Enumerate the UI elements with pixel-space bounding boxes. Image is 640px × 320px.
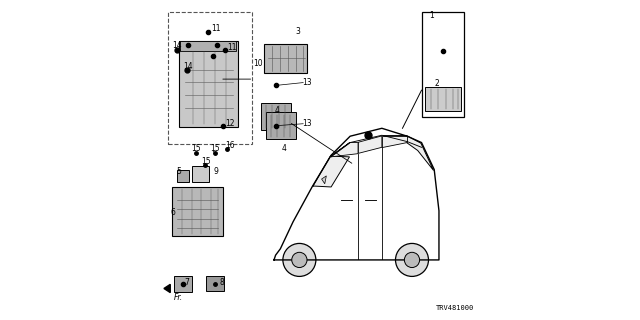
Text: 4: 4 — [282, 144, 286, 153]
Text: 1: 1 — [429, 11, 433, 20]
Text: 15: 15 — [201, 157, 211, 166]
Polygon shape — [331, 142, 358, 157]
Bar — [422, 12, 465, 117]
Text: 14: 14 — [172, 41, 182, 50]
Bar — [266, 112, 296, 140]
Text: 3: 3 — [296, 27, 300, 36]
Circle shape — [404, 252, 420, 268]
Polygon shape — [321, 176, 326, 184]
Bar — [425, 87, 461, 111]
FancyBboxPatch shape — [179, 41, 237, 127]
Bar — [261, 103, 291, 130]
Text: 13: 13 — [302, 78, 312, 87]
Text: Fr.: Fr. — [173, 292, 182, 301]
Text: 11: 11 — [211, 24, 221, 33]
Polygon shape — [383, 136, 433, 171]
Bar — [173, 187, 223, 236]
Circle shape — [396, 244, 429, 276]
Bar — [168, 12, 252, 144]
Text: 16: 16 — [225, 141, 234, 150]
Polygon shape — [358, 136, 382, 153]
Text: 9: 9 — [214, 167, 219, 176]
Text: 15: 15 — [211, 144, 220, 153]
Bar — [191, 166, 209, 182]
Text: 11: 11 — [227, 43, 237, 52]
Text: 14: 14 — [183, 62, 193, 71]
Text: 2: 2 — [435, 79, 440, 88]
Text: 4: 4 — [275, 106, 279, 115]
Text: 5: 5 — [177, 167, 182, 176]
Text: 15: 15 — [191, 144, 200, 153]
Polygon shape — [180, 41, 236, 51]
Bar — [264, 44, 307, 73]
Circle shape — [283, 244, 316, 276]
Text: 8: 8 — [220, 278, 224, 287]
Text: 7: 7 — [184, 278, 189, 287]
Polygon shape — [382, 136, 406, 147]
Bar — [207, 276, 224, 291]
Text: TRV481000: TRV481000 — [436, 305, 474, 311]
Text: 13: 13 — [302, 119, 312, 128]
Polygon shape — [313, 142, 350, 186]
Bar — [174, 276, 193, 292]
Bar — [177, 170, 189, 181]
Polygon shape — [164, 284, 170, 292]
Text: 12: 12 — [225, 119, 234, 128]
Circle shape — [292, 252, 307, 268]
Text: 6: 6 — [171, 208, 176, 217]
Polygon shape — [313, 156, 349, 187]
Text: 10: 10 — [253, 59, 263, 68]
